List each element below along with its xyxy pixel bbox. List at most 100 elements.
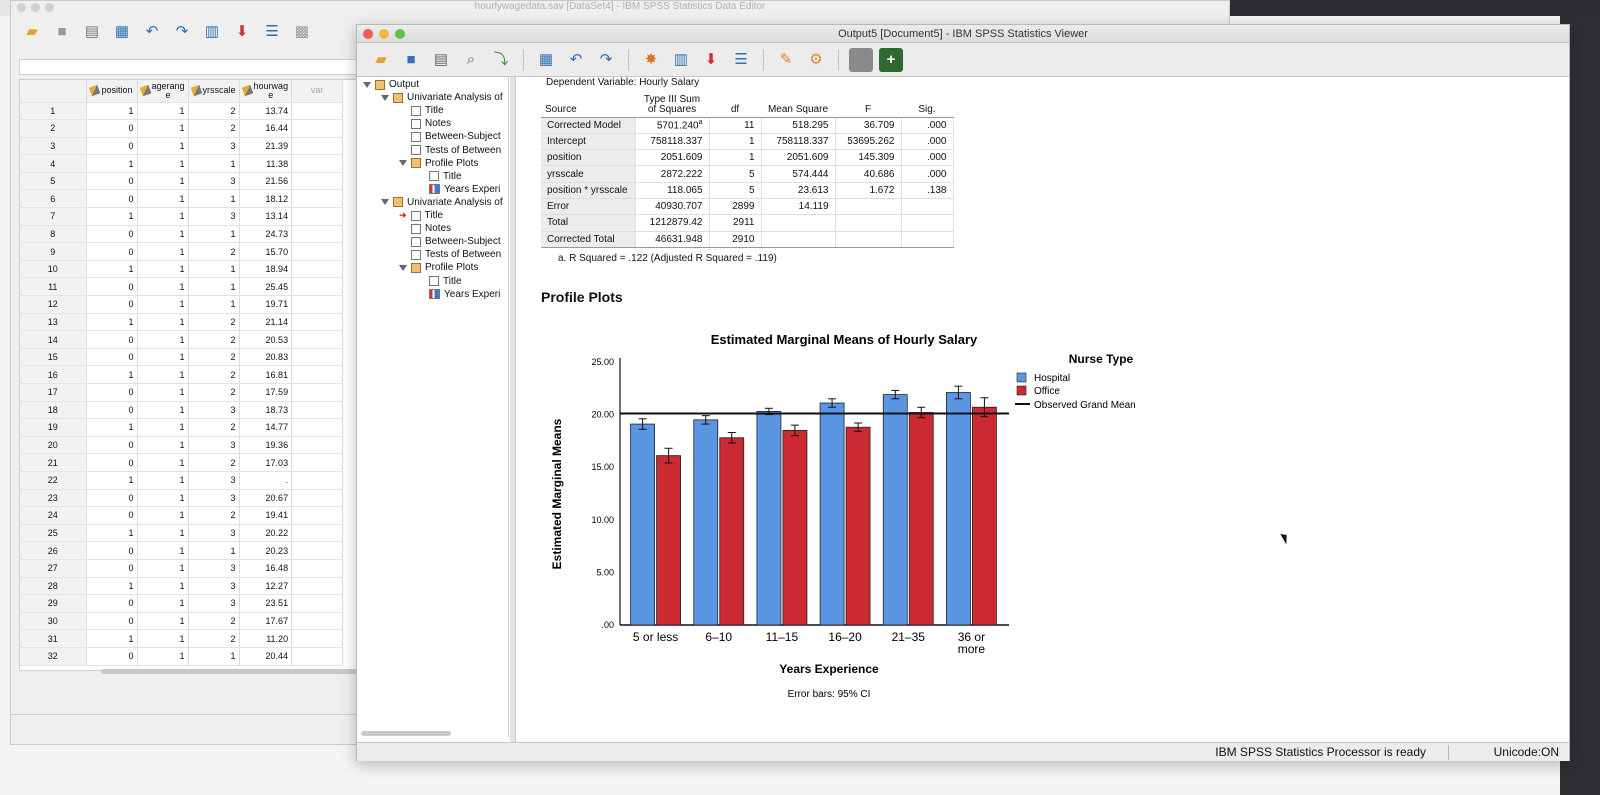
data-cell[interactable]: . [239,471,293,490]
minimize-icon[interactable] [379,29,389,39]
data-cell[interactable]: 1 [137,524,189,543]
outline-item[interactable]: Profile Plots [399,158,478,169]
data-cell[interactable]: 2 [188,313,240,332]
data-cell[interactable]: 1 [188,295,240,314]
empty-cell[interactable] [291,102,344,121]
save-icon[interactable]: ■ [406,50,416,68]
data-cell[interactable]: 1 [137,295,189,314]
row-number[interactable]: 2 [20,119,87,138]
row-number[interactable]: 24 [20,506,87,525]
print-preview-icon[interactable]: ⌕ [466,50,476,68]
data-cell[interactable]: 3 [188,559,240,578]
data-cell[interactable]: 1 [137,102,189,121]
data-cell[interactable]: 1 [137,436,189,455]
data-cell[interactable]: 2 [188,506,240,525]
data-cell[interactable]: 3 [188,577,240,596]
undo-icon[interactable]: ↶ [569,50,583,68]
data-cell[interactable]: 1 [137,577,189,596]
row-number[interactable]: 28 [20,577,87,596]
outline-item[interactable]: Univariate Analysis of [381,197,503,208]
data-cell[interactable]: 11.38 [239,154,293,173]
data-cell[interactable]: 18.12 [239,189,293,209]
data-cell[interactable]: 0 [86,119,138,138]
data-cell[interactable]: 1 [86,629,138,648]
data-cell[interactable]: 19.41 [239,506,293,525]
row-number[interactable]: 14 [20,330,87,349]
data-cell[interactable]: 1 [137,401,189,420]
empty-cell[interactable] [291,242,344,261]
column-header-hourwage[interactable]: hourwag e [239,80,293,103]
empty-cell[interactable] [291,471,344,490]
data-cell[interactable]: 18.73 [239,401,293,420]
data-cell[interactable]: 1 [86,154,138,173]
expand-triangle-icon[interactable] [381,94,389,101]
variables-icon[interactable]: ☰ [734,50,748,68]
variables-icon[interactable]: ☰ [265,23,279,40]
column-header-yrsscale[interactable]: yrsscale [188,80,240,103]
options-icon[interactable]: ⚙ [809,50,823,68]
data-cell[interactable]: 1 [137,189,189,209]
outline-item[interactable]: Between-Subject [399,131,501,142]
data-cell[interactable]: 3 [188,471,240,490]
data-cell[interactable]: 0 [86,137,138,156]
outline-item[interactable]: Univariate Analysis of [381,92,503,103]
empty-cell[interactable] [291,365,344,384]
data-cell[interactable]: 19.71 [239,295,293,314]
data-cell[interactable]: 0 [86,594,138,613]
empty-cell[interactable] [291,401,344,420]
data-cell[interactable]: 2 [188,629,240,648]
row-number[interactable]: 9 [20,242,87,261]
data-cell[interactable]: 1 [188,541,240,560]
data-cell[interactable]: 15.70 [239,242,293,261]
data-cell[interactable]: 24.73 [239,225,293,244]
row-number[interactable]: 31 [20,629,87,648]
data-cell[interactable]: 2 [188,242,240,261]
data-cell[interactable]: 20.83 [239,348,293,367]
data-cell[interactable]: 1 [137,383,189,402]
data-cell[interactable]: 0 [86,436,138,455]
open-folder-icon[interactable]: ▰ [26,23,38,40]
data-cell[interactable]: 1 [137,119,189,138]
insert-output-icon[interactable]: + [879,47,903,72]
data-cell[interactable]: 1 [137,471,189,490]
expand-triangle-icon[interactable] [399,264,407,271]
data-cell[interactable]: 1 [86,577,138,596]
zoom-icon[interactable] [395,29,405,39]
data-cell[interactable]: 1 [137,172,189,191]
print-icon[interactable]: ▤ [84,23,100,40]
edit-output-icon[interactable]: ✎ [779,50,793,68]
outline-scrollbar[interactable] [361,731,451,736]
data-cell[interactable]: 3 [188,137,240,156]
row-number[interactable]: 4 [20,154,87,173]
minimize-icon[interactable] [31,3,40,12]
data-cell[interactable]: 2 [188,348,240,367]
outline-item[interactable]: Tests of Between [399,145,501,156]
expand-triangle-icon[interactable] [381,199,389,206]
data-cell[interactable]: 12.27 [239,577,293,596]
data-cell[interactable]: 18.94 [239,260,293,279]
empty-cell[interactable] [291,348,344,367]
data-cell[interactable]: 1 [137,506,189,525]
empty-cell[interactable] [291,577,344,596]
data-cell[interactable]: 0 [86,242,138,261]
column-header-position[interactable]: position [86,80,138,103]
row-number[interactable]: 5 [20,172,87,191]
data-cell[interactable]: 1 [86,207,138,226]
outline-item[interactable]: Between-Subject [399,236,501,247]
goto-case-icon[interactable]: ▥ [204,23,220,40]
data-cell[interactable]: 21.39 [239,137,293,156]
outline-item[interactable]: Output [363,79,419,90]
data-cell[interactable]: 1 [137,154,189,173]
row-number[interactable]: 6 [20,189,87,209]
data-cell[interactable]: 1 [137,330,189,349]
data-cell[interactable]: 1 [137,137,189,156]
empty-cell[interactable] [291,295,344,314]
data-cell[interactable]: 2 [188,365,240,384]
data-cell[interactable]: 0 [86,277,138,297]
data-cell[interactable]: 1 [86,102,138,121]
row-number[interactable]: 11 [20,277,87,297]
data-cell[interactable]: 3 [188,207,240,226]
data-cell[interactable]: 1 [137,242,189,261]
data-cell[interactable]: 16.44 [239,119,293,138]
data-cell[interactable]: 0 [86,506,138,525]
